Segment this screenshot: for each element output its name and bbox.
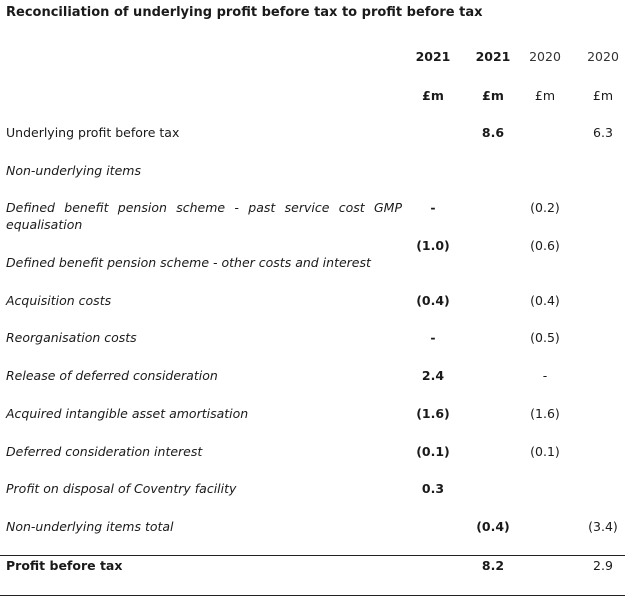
value-release-2020: -	[542, 368, 548, 383]
row-label-release: Release of deferred consideration	[6, 368, 218, 383]
value-acquisition-2021: (0.4)	[416, 293, 450, 308]
value-reorganisation-2021: -	[430, 330, 436, 345]
row-label-profit-before-tax: Profit before tax	[6, 558, 123, 573]
row-label-non-underlying-heading: Non-underlying items	[6, 163, 141, 178]
value-underlying-2021: 8.6	[481, 125, 505, 140]
col-header-unit-4: £m	[592, 88, 614, 103]
row-label-amortisation: Acquired intangible asset amortisation	[6, 406, 249, 421]
col-header-year-2: 2021	[475, 49, 511, 64]
col-header-year-3: 2020	[529, 49, 561, 64]
row-label-underlying-profit: Underlying profit before tax	[6, 125, 180, 140]
value-acquisition-2020: (0.4)	[530, 293, 560, 308]
row-label-pension-other: Defined benefit pension scheme - other c…	[6, 255, 371, 270]
value-deferred-interest-2021: (0.1)	[416, 444, 450, 459]
divider-bottom	[0, 595, 625, 596]
row-label-non-underlying-total: Non-underlying items total	[6, 519, 174, 534]
value-non-underlying-total-2021: (0.4)	[476, 519, 510, 534]
divider-top	[0, 555, 625, 556]
value-amortisation-2021: (1.6)	[416, 406, 450, 421]
value-pension-other-2020: (0.6)	[530, 238, 560, 253]
table-title: Reconciliation of underlying profit befo…	[6, 5, 483, 20]
row-label-disposal: Profit on disposal of Coventry facility	[6, 481, 237, 496]
value-amortisation-2020: (1.6)	[530, 406, 560, 421]
row-label-deferred-interest: Deferred consideration interest	[6, 444, 203, 459]
value-gmp-2021: -	[430, 200, 436, 215]
value-deferred-interest-2020: (0.1)	[530, 444, 560, 459]
value-underlying-2020: 6.3	[593, 125, 613, 140]
value-gmp-2020: (0.2)	[530, 200, 560, 215]
col-header-unit-2: £m	[482, 88, 504, 103]
value-disposal-2021: 0.3	[421, 481, 445, 496]
row-label-gmp-line1: Defined benefit pension scheme - past se…	[6, 200, 402, 215]
col-header-year-4: 2020	[587, 49, 619, 64]
row-label-gmp-line2: equalisation	[6, 217, 83, 232]
value-non-underlying-total-2020: (3.4)	[588, 519, 618, 534]
col-header-unit-1: £m	[422, 88, 444, 103]
row-label-acquisition: Acquisition costs	[6, 293, 112, 308]
value-release-2021: 2.4	[421, 368, 445, 383]
row-label-reorganisation: Reorganisation costs	[6, 330, 137, 345]
value-profit-before-tax-2021: 8.2	[481, 558, 505, 573]
col-header-unit-3: £m	[534, 88, 556, 103]
value-pension-other-2021: (1.0)	[416, 238, 450, 253]
value-reorganisation-2020: (0.5)	[530, 330, 560, 345]
value-profit-before-tax-2020: 2.9	[593, 558, 613, 573]
col-header-year-1: 2021	[415, 49, 451, 64]
